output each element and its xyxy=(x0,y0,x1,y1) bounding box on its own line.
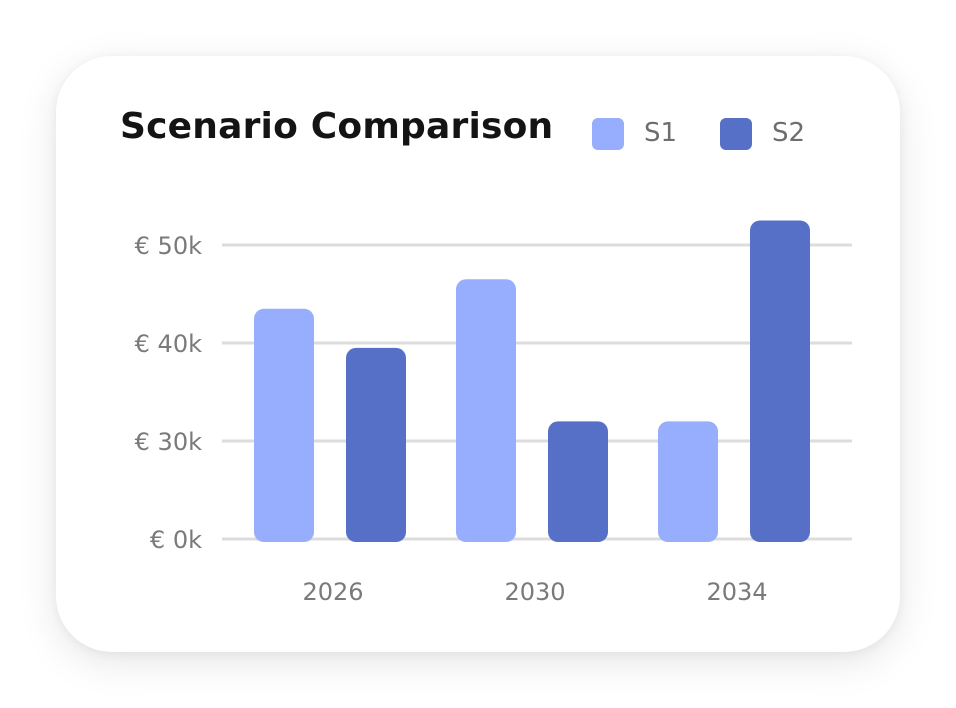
legend-swatch-s1 xyxy=(592,118,624,150)
legend-label-s2: S2 xyxy=(772,118,806,148)
bar-s2 xyxy=(548,421,608,542)
y-tick-label: € 30k xyxy=(135,428,202,456)
y-tick-label: € 40k xyxy=(135,330,202,358)
bar-s1 xyxy=(456,279,516,542)
y-tick-label: € 0k xyxy=(150,526,202,554)
bar-s2 xyxy=(346,347,406,542)
x-tick-label: 2026 xyxy=(302,578,363,606)
legend-label-s1: S1 xyxy=(644,118,678,148)
bar-s1 xyxy=(658,421,718,542)
legend-swatch-s2 xyxy=(720,118,752,150)
x-tick-label: 2030 xyxy=(504,578,565,606)
x-tick-label: 2034 xyxy=(706,578,767,606)
bar-s1 xyxy=(254,308,314,542)
y-tick-label: € 50k xyxy=(135,232,202,260)
chart-title: Scenario Comparison xyxy=(120,106,554,147)
bar-s2 xyxy=(750,220,810,542)
